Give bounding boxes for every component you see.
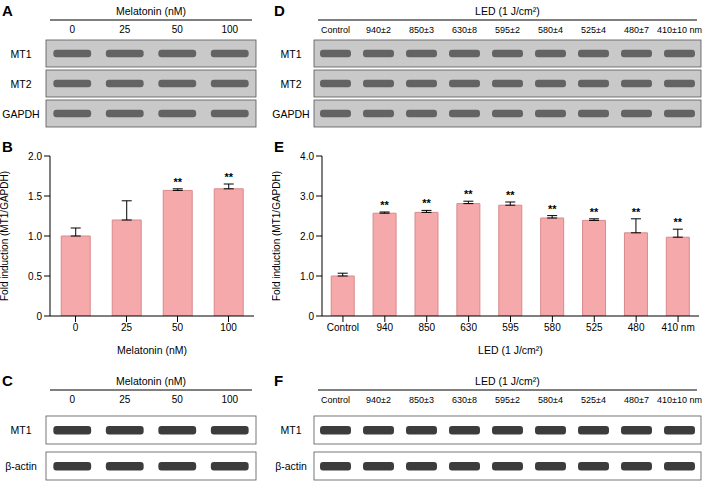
svg-text:580: 580 — [544, 322, 561, 333]
svg-text:630: 630 — [460, 322, 477, 333]
svg-text:A: A — [8, 2, 13, 19]
svg-text:3.0: 3.0 — [300, 191, 314, 202]
svg-text:100: 100 — [221, 24, 238, 35]
svg-text:630±8: 630±8 — [452, 25, 477, 35]
svg-text:100: 100 — [220, 322, 237, 333]
svg-text:β-actin: β-actin — [275, 460, 307, 472]
svg-text:410±10 nm: 410±10 nm — [657, 395, 701, 405]
svg-text:Fold induction (MT1/GAPDH): Fold induction (MT1/GAPDH) — [272, 171, 282, 301]
svg-text:C: C — [8, 372, 13, 389]
svg-text:**: ** — [632, 206, 641, 218]
svg-text:Control: Control — [321, 25, 350, 35]
svg-text:0: 0 — [69, 24, 75, 35]
svg-text:MT2: MT2 — [281, 78, 302, 90]
svg-text:**: ** — [224, 171, 233, 183]
svg-text:Control: Control — [327, 322, 359, 333]
svg-text:**: ** — [380, 199, 389, 211]
svg-text:1.5: 1.5 — [28, 191, 42, 202]
svg-text:480±7: 480±7 — [624, 25, 649, 35]
svg-text:940: 940 — [376, 322, 393, 333]
svg-text:0: 0 — [69, 394, 75, 405]
svg-text:50: 50 — [172, 24, 184, 35]
svg-text:MT2: MT2 — [11, 78, 32, 90]
svg-text:1.0: 1.0 — [28, 231, 42, 242]
svg-text:**: ** — [422, 197, 431, 209]
svg-text:410 nm: 410 nm — [661, 322, 694, 333]
svg-text:50: 50 — [172, 394, 184, 405]
svg-text:**: ** — [590, 206, 599, 218]
svg-text:**: ** — [548, 203, 557, 215]
svg-text:β-actin: β-actin — [8, 460, 37, 472]
svg-text:0: 0 — [73, 322, 79, 333]
html-text:E: E — [274, 138, 284, 155]
svg-text:595: 595 — [502, 322, 519, 333]
svg-text:25: 25 — [119, 24, 131, 35]
svg-text:525±4: 525±4 — [581, 25, 606, 35]
svg-text:LED (1 J/cm²): LED (1 J/cm²) — [475, 5, 540, 17]
svg-text:940±2: 940±2 — [366, 25, 391, 35]
svg-text:630±8: 630±8 — [452, 395, 477, 405]
svg-text:Control: Control — [321, 395, 350, 405]
svg-text:580±4: 580±4 — [538, 395, 563, 405]
svg-text:Melatonin (nM): Melatonin (nM) — [117, 344, 187, 356]
svg-text:595±2: 595±2 — [495, 395, 520, 405]
svg-text:480: 480 — [628, 322, 645, 333]
svg-text:Melatonin (nM): Melatonin (nM) — [116, 5, 186, 17]
svg-text:525±4: 525±4 — [581, 395, 606, 405]
svg-text:LED (1 J/cm²): LED (1 J/cm²) — [478, 344, 543, 356]
svg-text:25: 25 — [119, 394, 131, 405]
svg-text:Fold induction (MT1/GAPDH): Fold induction (MT1/GAPDH) — [8, 171, 10, 301]
svg-text:850: 850 — [418, 322, 435, 333]
svg-text:D: D — [274, 2, 285, 19]
svg-text:25: 25 — [121, 322, 133, 333]
svg-text:850±3: 850±3 — [409, 395, 434, 405]
svg-text:940±2: 940±2 — [366, 395, 391, 405]
svg-text:MT1: MT1 — [11, 48, 32, 60]
html-text:B: B — [2, 138, 13, 155]
svg-text:F: F — [274, 372, 283, 389]
svg-text:**: ** — [674, 216, 683, 228]
svg-text:2.0: 2.0 — [28, 151, 42, 162]
svg-text:**: ** — [506, 189, 515, 201]
svg-text:0.5: 0.5 — [28, 271, 42, 282]
svg-text:50: 50 — [172, 322, 184, 333]
svg-text:1.0: 1.0 — [300, 271, 314, 282]
svg-text:**: ** — [173, 176, 182, 188]
svg-text:580±4: 580±4 — [538, 25, 563, 35]
svg-text:595±2: 595±2 — [495, 25, 520, 35]
svg-text:2.0: 2.0 — [300, 231, 314, 242]
svg-text:**: ** — [464, 188, 473, 200]
svg-text:410±10 nm: 410±10 nm — [657, 25, 701, 35]
svg-text:4.0: 4.0 — [300, 151, 314, 162]
svg-text:100: 100 — [221, 394, 238, 405]
svg-text:Melatonin (nM): Melatonin (nM) — [116, 375, 186, 387]
svg-text:MT1: MT1 — [281, 424, 302, 436]
svg-text:GAPDH: GAPDH — [8, 108, 40, 120]
svg-text:850±3: 850±3 — [409, 25, 434, 35]
svg-text:0: 0 — [308, 311, 314, 322]
svg-text:GAPDH: GAPDH — [272, 108, 309, 120]
svg-text:MT1: MT1 — [281, 48, 302, 60]
svg-text:LED (1 J/cm²): LED (1 J/cm²) — [475, 375, 540, 387]
svg-text:0: 0 — [36, 311, 42, 322]
svg-text:MT1: MT1 — [11, 424, 32, 436]
svg-text:480±7: 480±7 — [624, 395, 649, 405]
svg-text:525: 525 — [586, 322, 603, 333]
